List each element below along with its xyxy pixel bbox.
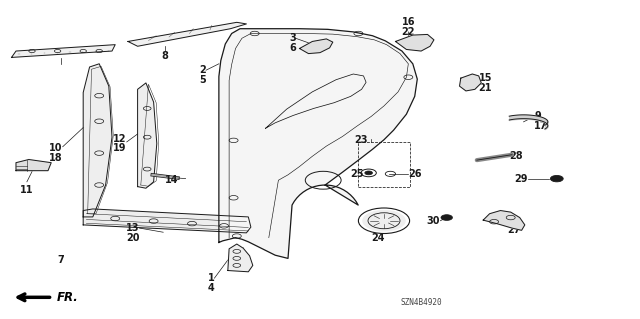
Circle shape [441, 215, 452, 220]
Text: 30: 30 [427, 216, 440, 226]
Circle shape [365, 171, 372, 175]
Text: 16: 16 [401, 17, 415, 27]
Text: 10: 10 [49, 143, 63, 153]
Text: 8: 8 [162, 51, 168, 61]
Text: 7: 7 [58, 255, 64, 265]
Polygon shape [12, 45, 115, 57]
Text: 24: 24 [371, 233, 385, 243]
Polygon shape [83, 64, 112, 217]
Polygon shape [228, 244, 253, 272]
Text: 6: 6 [289, 43, 296, 53]
Polygon shape [300, 39, 333, 54]
Text: FR.: FR. [56, 291, 78, 304]
Text: 13: 13 [126, 223, 140, 233]
Text: 22: 22 [401, 27, 415, 37]
Text: 2: 2 [199, 65, 206, 75]
Text: 5: 5 [199, 75, 206, 85]
Polygon shape [83, 209, 251, 233]
Text: 25: 25 [350, 169, 364, 179]
Text: 4: 4 [207, 283, 214, 293]
Polygon shape [16, 160, 51, 171]
Polygon shape [483, 211, 525, 230]
Text: 23: 23 [355, 135, 368, 145]
Circle shape [550, 175, 563, 182]
Polygon shape [128, 22, 246, 46]
Text: 14: 14 [165, 175, 179, 185]
Polygon shape [138, 83, 157, 188]
Circle shape [362, 210, 406, 232]
Text: 28: 28 [509, 151, 522, 161]
Text: 21: 21 [479, 83, 492, 93]
Polygon shape [396, 34, 434, 51]
Text: SZN4B4920: SZN4B4920 [400, 298, 442, 307]
Text: 18: 18 [49, 153, 63, 163]
Text: 15: 15 [479, 73, 492, 83]
Text: 20: 20 [126, 233, 140, 243]
Text: 26: 26 [408, 169, 422, 179]
Text: 11: 11 [20, 185, 34, 195]
Text: 27: 27 [507, 225, 520, 235]
Text: 17: 17 [534, 121, 548, 131]
Text: 9: 9 [534, 111, 541, 122]
Text: 3: 3 [289, 33, 296, 43]
Text: 19: 19 [113, 143, 127, 153]
Text: 12: 12 [113, 134, 127, 144]
Text: 29: 29 [515, 174, 528, 184]
Polygon shape [460, 74, 481, 91]
Polygon shape [219, 29, 417, 258]
Text: 1: 1 [207, 273, 214, 283]
